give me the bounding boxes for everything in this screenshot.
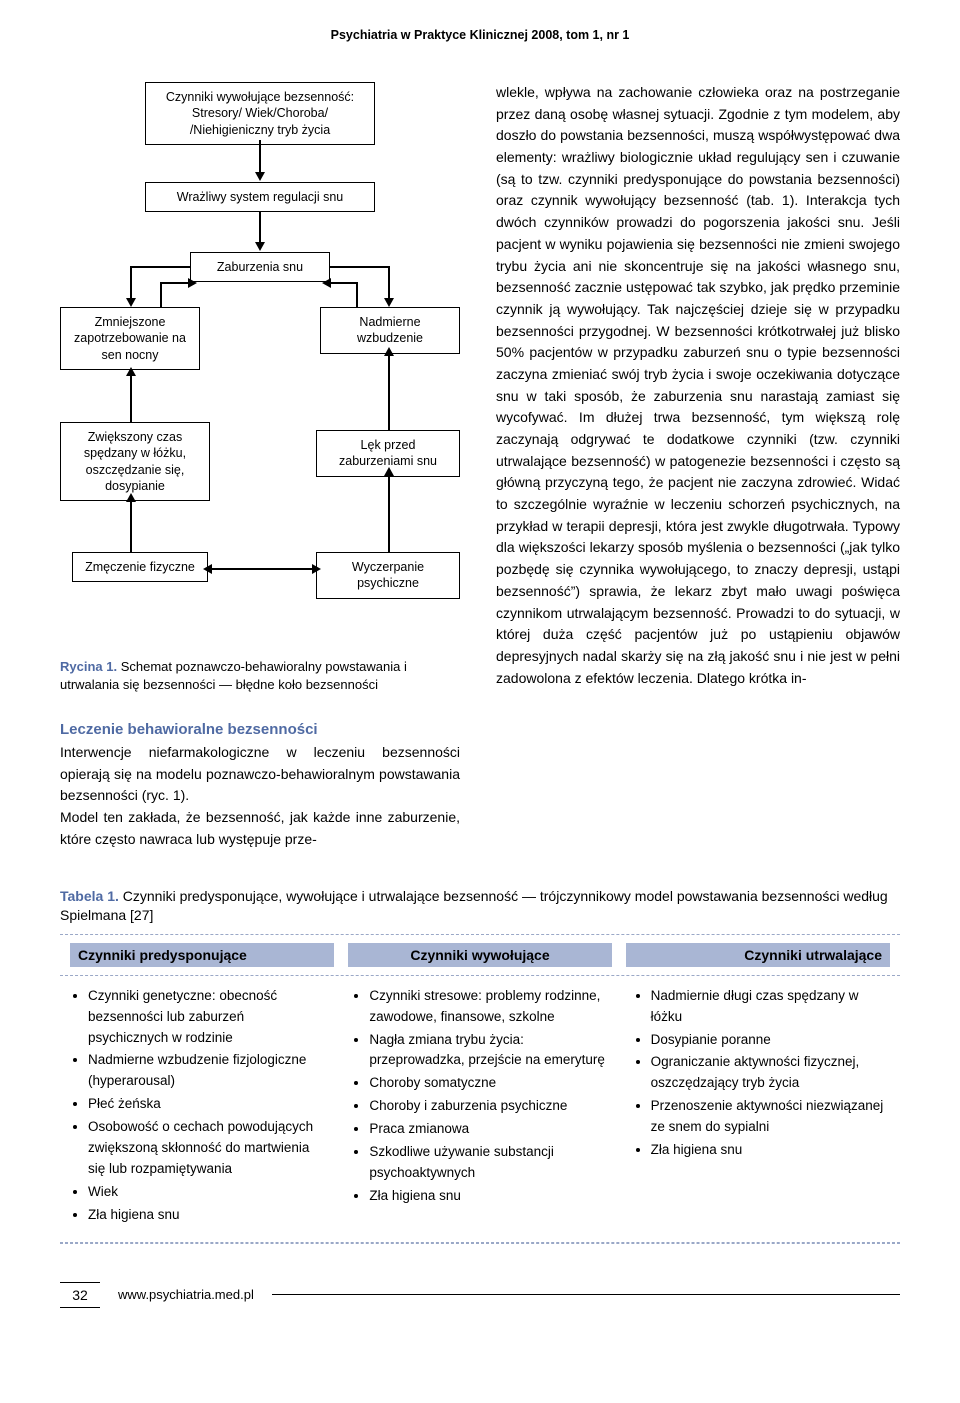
list-item: Zła higiena snu: [369, 1186, 608, 1207]
list-item: Ograniczanie aktywności fizycznej, oszcz…: [651, 1052, 890, 1094]
arrow-head: [312, 564, 321, 574]
table-title-text: Czynniki predysponujące, wywołujące i ut…: [60, 888, 888, 924]
arrow-head: [384, 298, 394, 307]
arrow-head: [203, 564, 212, 574]
list-item: Nadmiernie długi czas spędzany w łóżku: [651, 986, 890, 1028]
arrow: [330, 282, 358, 284]
col-header-perpetuating: Czynniki utrwalające: [626, 943, 890, 967]
col-header-triggering: Czynniki wywołujące: [348, 943, 612, 967]
arrow: [130, 266, 132, 300]
arrow-head: [255, 172, 265, 181]
flow-node-system: Wrażliwy system regulacji snu: [145, 182, 375, 212]
arrow: [356, 282, 358, 307]
arrow: [160, 282, 190, 284]
arrow: [388, 266, 390, 300]
figure-caption: Rycina 1. Schemat poznawczo-behawioralny…: [60, 658, 460, 693]
arrow-head: [126, 298, 136, 307]
list-item: Czynniki stresowe: problemy rodzinne, za…: [369, 986, 608, 1028]
col-perpetuating-list: Nadmiernie długi czas spędzany w łóżku D…: [633, 986, 890, 1228]
col-triggering-list: Czynniki stresowe: problemy rodzinne, za…: [351, 986, 608, 1228]
section-heading: Leczenie behawioralne bezsenności: [60, 721, 460, 738]
list-item: Przenoszenie aktywności niezwiązanej ze …: [651, 1096, 890, 1138]
footer-rule: [272, 1294, 900, 1295]
list-item: Czynniki genetyczne: obecność bezsennośc…: [88, 986, 327, 1049]
arrow-head: [384, 347, 394, 356]
list-item: Nadmierne wzbudzenie fizjologiczne (hype…: [88, 1050, 327, 1092]
figure-label: Rycina 1.: [60, 659, 117, 674]
list-item: Nagła zmiana trybu życia: przeprowadzka,…: [369, 1030, 608, 1072]
flow-node-physical: Zmęczenie fizyczne: [72, 552, 208, 582]
col-predisposing-list: Czynniki genetyczne: obecność bezsennośc…: [70, 986, 327, 1228]
arrow: [130, 266, 190, 268]
flow-node-triggers: Czynniki wywołujące bezsenność: Stresory…: [145, 82, 375, 145]
flow-node-reduced: Zmniejszone zapotrzebowanie na sen nocny: [60, 307, 200, 370]
arrow-head: [126, 367, 136, 376]
arrow: [259, 212, 261, 244]
arrow-head: [255, 242, 265, 251]
arrow: [330, 266, 390, 268]
list-item: Zła higiena snu: [651, 1140, 890, 1161]
arrow: [210, 568, 314, 570]
list-item: Zła higiena snu: [88, 1205, 327, 1226]
col-header-predisposing: Czynniki predysponujące: [70, 943, 334, 967]
arrow: [259, 140, 261, 174]
list-item: Osobowość o cechach powodujących zwiększ…: [88, 1117, 327, 1180]
page: Psychiatria w Praktyce Klinicznej 2008, …: [0, 0, 960, 1336]
table-frame: Czynniki predysponujące Czynniki wywołuj…: [60, 934, 900, 1244]
list-item: Praca zmianowa: [369, 1119, 608, 1140]
arrow: [160, 282, 162, 307]
arrow-head: [126, 493, 136, 502]
running-header: Psychiatria w Praktyce Klinicznej 2008, …: [60, 28, 900, 42]
right-column: wlekle, wpływa na zachowanie człowieka o…: [496, 82, 900, 851]
table-1: Tabela 1. Czynniki predysponujące, wywoł…: [60, 887, 900, 1244]
arrow: [388, 354, 390, 430]
list-item: Dosypianie poranne: [651, 1030, 890, 1051]
list-item: Wiek: [88, 1182, 327, 1203]
arrow: [130, 374, 132, 422]
two-column-layout: Czynniki wywołujące bezsenność: Stresory…: [60, 82, 900, 851]
flowchart: Czynniki wywołujące bezsenność: Stresory…: [60, 82, 460, 642]
list-item: Szkodliwe używanie substancji psychoakty…: [369, 1142, 608, 1184]
footer-url: www.psychiatria.med.pl: [118, 1287, 254, 1302]
right-body-text: wlekle, wpływa na zachowanie człowieka o…: [496, 82, 900, 689]
arrow-head: [384, 467, 394, 476]
table-title: Tabela 1. Czynniki predysponujące, wywoł…: [60, 887, 900, 926]
flow-node-bedtime: Zwiększony czas spędzany w łóżku, oszczę…: [60, 422, 210, 501]
list-item: Choroby i zaburzenia psychiczne: [369, 1096, 608, 1117]
arrow-head: [322, 278, 331, 288]
arrow: [388, 474, 390, 552]
flow-node-disturb: Zaburzenia snu: [190, 252, 330, 282]
arrow-head: [188, 278, 197, 288]
page-number: 32: [60, 1282, 100, 1308]
table-label: Tabela 1.: [60, 888, 119, 904]
list-item: Płeć żeńska: [88, 1094, 327, 1115]
flow-node-mental: Wyczerpanie psychiczne: [316, 552, 460, 599]
table-body-row: Czynniki genetyczne: obecność bezsennośc…: [60, 976, 900, 1243]
page-footer: 32 www.psychiatria.med.pl: [60, 1272, 900, 1308]
table-header-row: Czynniki predysponujące Czynniki wywołuj…: [60, 935, 900, 976]
arrow: [130, 500, 132, 552]
left-column: Czynniki wywołujące bezsenność: Stresory…: [60, 82, 460, 851]
left-body-text: Interwencje niefarmakologiczne w leczeni…: [60, 742, 460, 850]
list-item: Choroby somatyczne: [369, 1073, 608, 1094]
